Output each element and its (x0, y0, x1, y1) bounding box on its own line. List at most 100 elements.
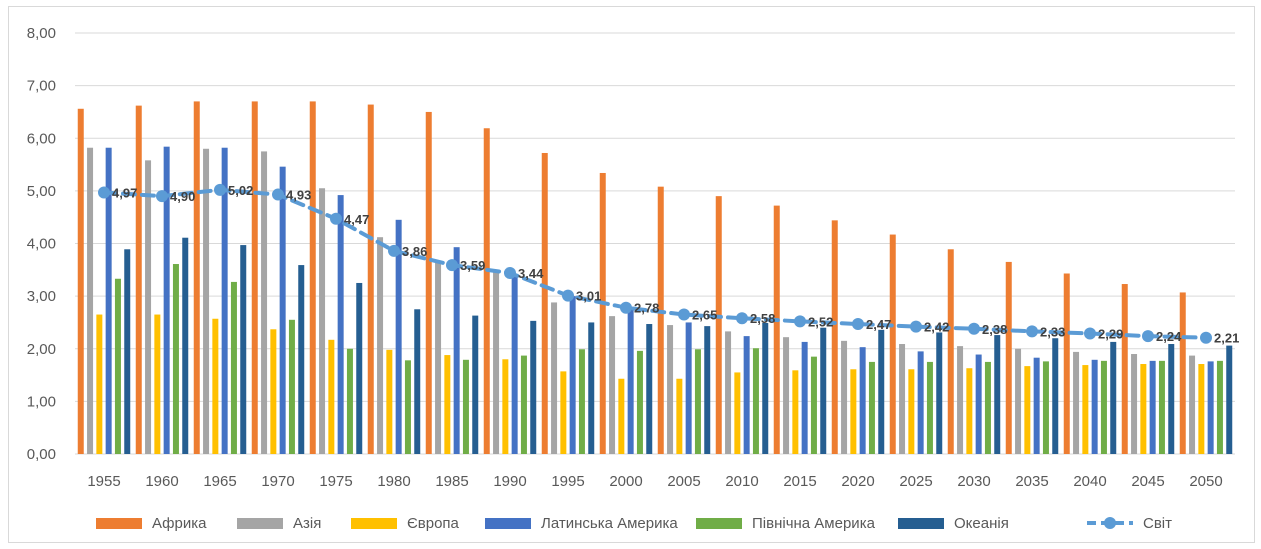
bar (1149, 360, 1156, 454)
bar (309, 101, 316, 454)
bar (704, 326, 711, 454)
bar (520, 355, 527, 454)
bar (154, 314, 161, 454)
bar (163, 146, 170, 455)
x-tick-label: 2040 (1073, 473, 1106, 490)
bar (356, 282, 363, 454)
world-line-marker (1200, 331, 1212, 344)
bar (646, 324, 653, 454)
data-labels: 4,97 4,90 5,02 4,93 4,47 3,86 3,59 3,44 3,01 2,78… (112, 183, 1239, 346)
world-line-marker (214, 183, 226, 196)
legend-label: Океанія (954, 515, 1009, 532)
legend-item[interactable]: Європа (351, 515, 460, 532)
legend-item[interactable]: Латинська Америка (485, 515, 678, 532)
bar (966, 368, 973, 454)
bar (868, 361, 875, 454)
y-tick-label: 4,00 (27, 236, 56, 253)
bar (1052, 338, 1059, 454)
legend-swatch (898, 518, 944, 529)
bar (270, 329, 277, 454)
bar (578, 349, 585, 454)
bar (328, 339, 335, 454)
bar (618, 378, 625, 454)
world-data-label: 4,97 (112, 185, 137, 200)
x-tick-label: 2015 (783, 473, 816, 490)
bar (395, 219, 402, 454)
legend-label: Світ (1143, 515, 1172, 532)
bar (820, 327, 827, 454)
bar (1189, 355, 1196, 454)
x-tick-label: 2035 (1015, 473, 1048, 490)
legend[interactable]: Африка Азія Європа Латинська Америка Північн… (96, 515, 1172, 532)
legend-label: Африка (152, 515, 207, 532)
bar (203, 148, 210, 454)
bar (105, 147, 112, 454)
legend-label: Північна Америка (752, 515, 876, 532)
bar (1121, 284, 1128, 454)
bar (551, 302, 558, 454)
world-line (102, 187, 1208, 340)
bar (801, 341, 808, 454)
bar (609, 316, 616, 454)
legend-item[interactable]: Африка (96, 515, 207, 532)
bar (193, 101, 200, 454)
world-data-label: 2,33 (1040, 324, 1065, 339)
x-tick-label: 1975 (319, 473, 352, 490)
bar (783, 337, 790, 454)
bar (917, 351, 924, 454)
bar (1100, 360, 1107, 454)
world-line-marker (272, 188, 284, 201)
bar (831, 220, 838, 454)
bar (676, 378, 683, 454)
bar (889, 234, 896, 454)
world-data-label: 2,38 (982, 322, 1007, 337)
bar (435, 261, 442, 454)
bar (386, 349, 393, 454)
world-line-marker (330, 212, 342, 225)
world-data-label: 4,93 (286, 188, 311, 203)
world-line-marker (1084, 327, 1096, 340)
legend-item[interactable]: Північна Америка (696, 515, 876, 532)
bar (483, 128, 490, 454)
x-tick-label: 1980 (377, 473, 410, 490)
legend-item[interactable]: Азія (237, 515, 321, 532)
bar (135, 105, 142, 454)
world-data-label: 2,65 (692, 308, 717, 323)
world-data-label: 3,44 (518, 266, 544, 281)
x-tick-label: 2050 (1189, 473, 1222, 490)
x-tick-label: 1955 (87, 473, 120, 490)
bar (1024, 366, 1031, 454)
bar (773, 205, 780, 454)
bar (715, 196, 722, 454)
world-data-label: 4,47 (344, 212, 369, 227)
x-tick-label: 1965 (203, 473, 236, 490)
bar (878, 329, 885, 454)
bar (346, 348, 353, 454)
bar (908, 369, 915, 454)
x-tick-label: 2045 (1131, 473, 1164, 490)
bar (472, 315, 479, 454)
bar (926, 361, 933, 454)
bar (984, 361, 991, 454)
bar (404, 360, 411, 454)
world-data-label: 2,58 (750, 311, 775, 326)
bar (182, 237, 189, 454)
bar (425, 111, 432, 454)
legend-label: Латинська Америка (541, 515, 678, 532)
x-tick-label: 2005 (667, 473, 700, 490)
bar (792, 370, 799, 454)
bar (453, 247, 460, 454)
legend-item[interactable]: Світ (1087, 515, 1172, 532)
bar (261, 151, 268, 454)
bar (279, 166, 286, 455)
legend-item[interactable]: Океанія (898, 515, 1009, 532)
bar (444, 355, 451, 454)
legend-swatch (485, 518, 531, 529)
bar (599, 172, 606, 455)
bar (114, 278, 121, 454)
y-tick-label: 3,00 (27, 288, 56, 305)
world-line-marker (678, 308, 690, 321)
bar (1226, 345, 1233, 454)
world-data-label: 2,24 (1156, 329, 1182, 344)
bar (1042, 361, 1049, 454)
